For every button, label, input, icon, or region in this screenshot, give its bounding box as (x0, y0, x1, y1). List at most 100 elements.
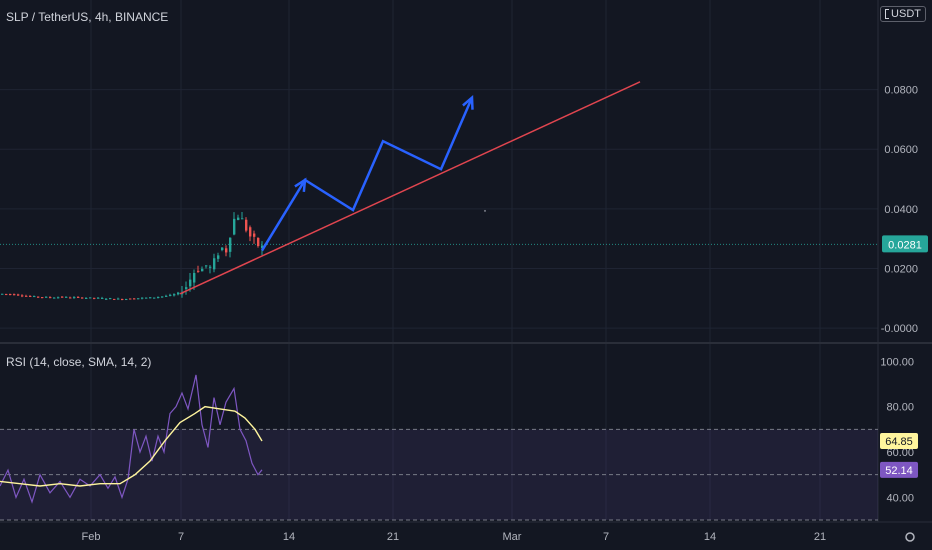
candle-body (81, 297, 84, 299)
price-axis-label: 0.0600 (884, 144, 918, 156)
rsi-axis-label: 60.00 (886, 447, 914, 459)
candles (1, 211, 264, 301)
rsi-line (0, 374, 263, 504)
candle-body (65, 296, 68, 298)
candle-body (109, 298, 112, 300)
drawing-marker (484, 209, 486, 212)
candle-body (53, 297, 56, 299)
projection-arrowhead (294, 177, 307, 192)
candle-body (209, 266, 212, 268)
candle-body (37, 296, 40, 298)
candle-body (225, 248, 228, 253)
candle-body (25, 295, 28, 297)
candle-body (137, 298, 140, 300)
time-axis-label: Mar (503, 531, 522, 543)
candle-body (9, 293, 12, 295)
time-axis-label: 21 (387, 531, 399, 543)
candle-body (129, 298, 132, 300)
rsi-axis-label: 40.00 (886, 492, 914, 504)
candle-body (49, 297, 52, 299)
candle-body (213, 258, 216, 270)
candle-body (173, 294, 176, 296)
candle-body (233, 218, 236, 235)
candle-body (177, 292, 180, 295)
candle-body (61, 296, 64, 298)
candle-body (113, 298, 116, 300)
candle-body (145, 297, 148, 299)
candle-body (41, 297, 44, 299)
projection-arrowhead (462, 95, 474, 110)
candle-body (185, 287, 188, 289)
candle-body (97, 297, 100, 299)
symbol-title[interactable]: SLP / TetherUS, 4h, BINANCE (6, 10, 169, 24)
candle-body (29, 295, 32, 297)
candle-body (241, 218, 244, 220)
candle-body (45, 296, 48, 298)
time-axis-label: Feb (82, 531, 101, 543)
candle-body (217, 255, 220, 259)
currency-selector[interactable]: USDT (880, 6, 926, 22)
time-axis-label: 7 (603, 531, 609, 543)
rsi-ma-value: 64.85 (885, 436, 913, 448)
rsi-band (0, 429, 878, 520)
candle-body (105, 298, 108, 300)
candle-body (17, 294, 20, 296)
candle-body (169, 294, 172, 296)
rsi-indicator-title[interactable]: RSI (14, close, SMA, 14, 2) (6, 355, 152, 369)
candle-body (157, 296, 160, 298)
time-axis-label: 14 (704, 531, 716, 543)
candle-body (189, 279, 192, 287)
candle-body (165, 295, 168, 297)
rsi-ma-badge (880, 433, 918, 450)
candle-body (153, 297, 156, 299)
candle-body (133, 298, 136, 300)
last-price-badge (882, 235, 928, 253)
candle-body (85, 297, 88, 299)
candle-body (77, 296, 80, 298)
support-trendline (179, 81, 641, 295)
rsi-ma-line (0, 405, 263, 487)
candle-body (205, 265, 208, 267)
candle-body (181, 293, 184, 295)
candle-body (245, 219, 248, 231)
candle-body (149, 297, 152, 299)
candle-body (101, 297, 104, 299)
candle-body (221, 247, 224, 251)
candle-body (193, 273, 196, 283)
candle-body (33, 296, 36, 298)
lock-icon (885, 9, 890, 20)
candle-body (57, 297, 60, 299)
candle-body (21, 295, 24, 297)
rsi-axis-label: 80.00 (886, 402, 914, 414)
price-axis-label: 0.0200 (884, 263, 918, 275)
time-axis-label: 21 (814, 531, 826, 543)
candle-body (121, 298, 124, 300)
candle-body (73, 297, 76, 299)
price-axis-label: 0.0400 (884, 204, 918, 216)
candle-body (13, 294, 16, 296)
candle-body (197, 270, 200, 272)
rsi-axis-label: 100.00 (880, 356, 914, 368)
rsi-value: 52.14 (885, 465, 913, 477)
candle-body (237, 217, 240, 220)
candle-body (5, 293, 8, 295)
gear-icon (905, 532, 915, 542)
candle-body (117, 298, 120, 300)
candle-body (161, 296, 164, 298)
candle-body (93, 297, 96, 299)
projection-path (260, 97, 474, 252)
candle-body (69, 297, 72, 299)
candle-body (125, 299, 128, 301)
time-axis-label: 14 (283, 531, 295, 543)
candle-body (1, 293, 4, 295)
last-price-label: 0.0281 (888, 239, 922, 251)
rsi-value-badge (880, 461, 918, 478)
candle-body (249, 227, 252, 237)
candle-body (141, 297, 144, 299)
candle-body (257, 237, 260, 247)
currency-label: USDT (891, 8, 921, 20)
candle-body (201, 268, 204, 272)
candle-body (229, 237, 232, 252)
